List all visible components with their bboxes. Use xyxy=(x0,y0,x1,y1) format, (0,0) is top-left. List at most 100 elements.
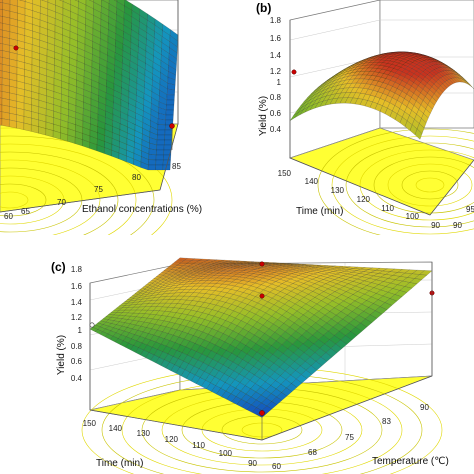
panel-c-z-axis-label: Yield (%) xyxy=(56,335,67,375)
panel-b-grid-line xyxy=(289,19,381,41)
panel-b-z-tick: 1.8 xyxy=(270,16,282,25)
panel-b-z-tick: 1.4 xyxy=(270,51,282,60)
panel-c-y-tick: 150 xyxy=(83,419,97,428)
panel-a-x-tick: 60 xyxy=(4,212,13,221)
panel-c-x-tick: 60 xyxy=(272,462,281,471)
panel-c: (c) 1.8 1.6 1.4 1.2 1 0.8 0.6 0.4 Yield … xyxy=(51,257,449,474)
panel-c-z-tick: 0.4 xyxy=(71,374,83,383)
panel-b-label: (b) xyxy=(256,1,271,15)
panel-b-contour-line xyxy=(401,170,459,200)
panel-b-y-tick: 120 xyxy=(357,195,371,204)
panel-b-y-tick: 90 xyxy=(431,221,440,230)
panel-a-surface-facet xyxy=(1,118,10,127)
panel-c-y-tick: 90 xyxy=(248,459,257,468)
panel-b-contour-line xyxy=(317,128,474,235)
panel-a-surface-facet xyxy=(0,97,3,106)
panel-c-y-tick: 110 xyxy=(192,441,205,450)
panel-a-surface-facet xyxy=(164,134,173,141)
panel-c-x-tick: 83 xyxy=(382,417,391,426)
panel-c-design-point xyxy=(259,410,265,416)
panel-c-z-tick: 0.8 xyxy=(71,342,83,351)
panel-b-contour-line xyxy=(331,135,474,235)
panel-b-y-tick: 150 xyxy=(278,169,292,178)
panel-b-z-tick: 0.4 xyxy=(270,125,282,134)
panel-a-surface-facet xyxy=(0,50,3,58)
panel-c-y-tick: 140 xyxy=(109,424,123,433)
panel-a-surface xyxy=(0,0,179,171)
panel-b-y-tick: 110 xyxy=(381,204,394,213)
panel-a-surface-facet xyxy=(166,99,175,106)
panel-b-surface-facet xyxy=(414,128,423,140)
panel-a-surface-facet xyxy=(166,88,176,96)
panel-a-contour-line xyxy=(0,135,155,235)
panel-a-surface-facet xyxy=(0,111,3,119)
panel-a-surface-facet xyxy=(156,139,165,146)
panel-c-surface-facet xyxy=(419,270,433,276)
panel-a-contour-line xyxy=(0,151,119,235)
panel-a-surface-facet xyxy=(155,164,164,171)
panel-c-x-tick: 90 xyxy=(420,403,429,412)
panel-b-z-axis-label: Yield (%) xyxy=(258,96,269,136)
panel-b-z-tick: 1.6 xyxy=(270,34,282,43)
panel-c-surface xyxy=(89,257,433,418)
panel-a-design-point xyxy=(13,45,19,51)
panel-a-surface-facet xyxy=(0,70,3,79)
panel-b-contour-line xyxy=(373,156,474,214)
panel-a-surface-facet xyxy=(163,154,172,161)
panel-a-surface-facet xyxy=(164,139,172,146)
panel-a-surface-facet xyxy=(0,2,3,10)
panel-a-contour-line xyxy=(0,191,29,209)
panel-a-surface-facet xyxy=(0,22,3,31)
panel-a-surface-facet xyxy=(0,56,3,65)
panel-c-x-tick: 68 xyxy=(308,448,317,457)
panel-a-surface-facet xyxy=(0,63,3,72)
panel-c-x-tick: 75 xyxy=(345,433,354,442)
panel-a-contour-line xyxy=(0,143,137,235)
panel-a-surface-facet xyxy=(0,77,3,85)
panel-b: (b) 1.8 1.6 1.4 1.2 1 0.8 0.6 0.4 Yield … xyxy=(256,0,474,235)
panel-a-surface-facet xyxy=(157,124,166,131)
panel-a-contour-line xyxy=(0,175,65,225)
panel-a-surface-facet xyxy=(0,15,3,24)
panel-a-contour-line xyxy=(0,127,173,235)
panel-a-surface-facet xyxy=(16,121,25,130)
panel-b-y-axis-label: Time (min) xyxy=(296,206,343,217)
panel-c-y-axis xyxy=(89,409,263,441)
panel-b-y-tick: 130 xyxy=(331,186,345,195)
panel-a-x-tick: 75 xyxy=(94,185,103,194)
panel-a-surface-facet xyxy=(165,109,174,116)
panel-a-right-axis xyxy=(159,123,179,191)
panel-a-contour-line xyxy=(0,159,101,235)
panel-a-surface-facet xyxy=(0,118,3,126)
panel-a-surface-facet xyxy=(164,129,173,136)
panel-a-surface-facet xyxy=(0,29,3,38)
panel-c-z-tick: 1.8 xyxy=(71,265,83,274)
panel-b-contour-line xyxy=(345,142,474,228)
panel-a-surface-facet xyxy=(148,154,157,161)
panel-a-surface-facet xyxy=(163,144,172,151)
panel-b-surface xyxy=(289,51,474,140)
panel-a-floor-contours xyxy=(0,127,173,235)
panel-c-y-tick: 130 xyxy=(137,429,151,438)
panel-b-floor-contours xyxy=(317,128,474,235)
panel-b-y-tick: 140 xyxy=(305,177,319,186)
panel-a-surface-facet xyxy=(148,159,157,166)
panel-a-surface-facet xyxy=(0,43,3,51)
panel-a-surface-facet xyxy=(0,9,3,17)
panel-c-z-tick: 1.6 xyxy=(71,282,83,291)
panel-b-z-tick: 1 xyxy=(277,78,282,87)
panel-b-x-tick: 95 xyxy=(466,205,474,214)
panel-a-surface-facet xyxy=(162,164,171,171)
panel-a-surface-facet xyxy=(165,114,174,121)
panel-c-design-point xyxy=(259,261,265,267)
panel-a-surface-facet xyxy=(166,94,175,101)
panel-c-y-tick: 100 xyxy=(219,449,233,458)
panel-a-surface-facet xyxy=(0,90,3,99)
panel-c-z-tick: 1.2 xyxy=(71,313,83,322)
panel-b-z-tick: 1.2 xyxy=(270,67,282,76)
panel-b-y-tick: 100 xyxy=(406,212,420,221)
panel-a-surface-facet xyxy=(157,118,166,126)
panel-a-surface-facet xyxy=(155,154,164,161)
panel-b-y-axis xyxy=(289,157,431,216)
